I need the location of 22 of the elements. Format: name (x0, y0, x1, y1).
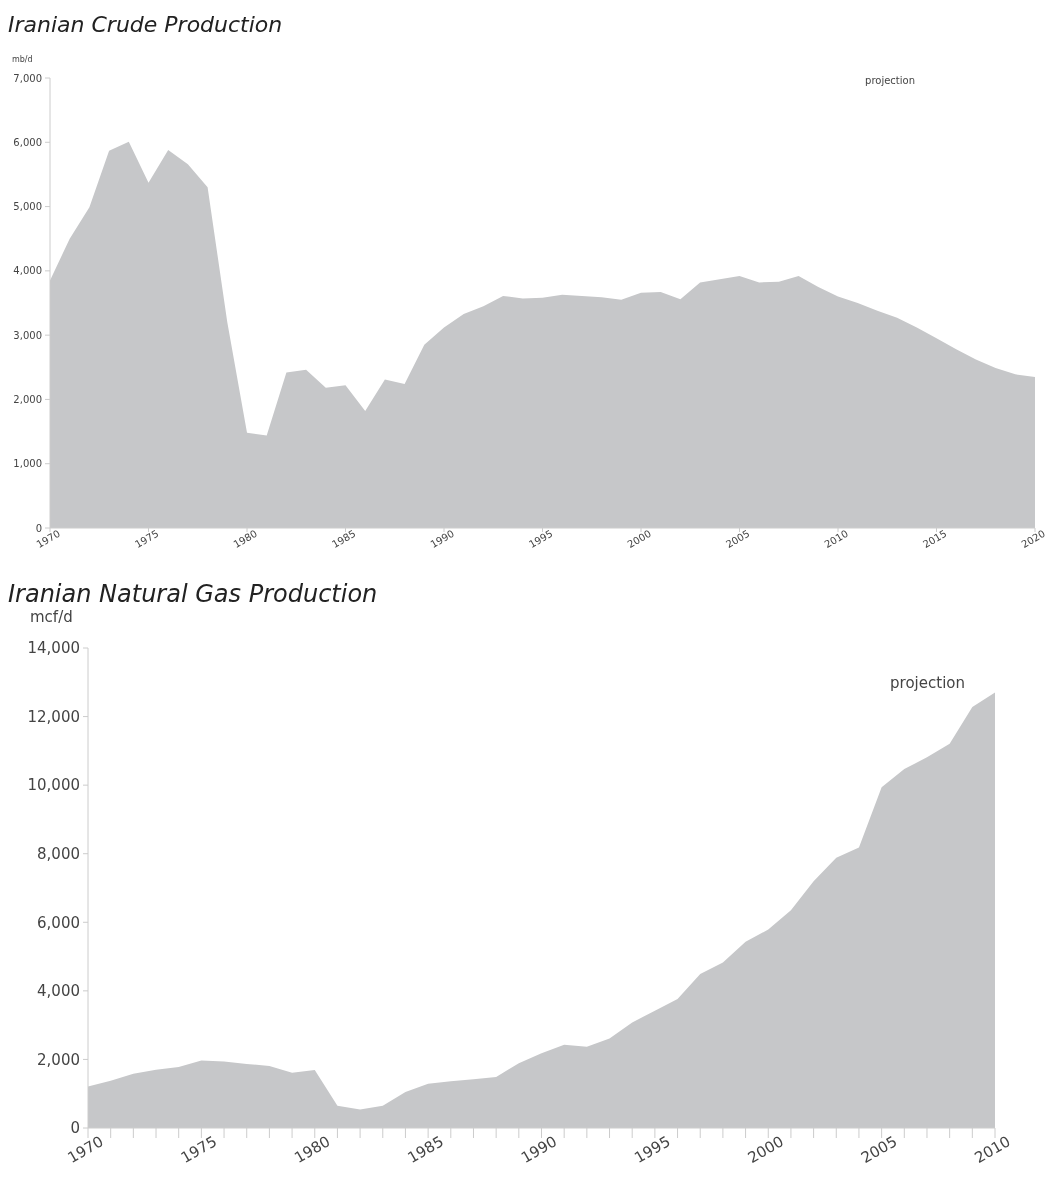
y-tick-label: 8,000 (37, 844, 80, 863)
y-tick-label: 10,000 (27, 776, 80, 795)
y-tick-label: 0 (70, 1119, 80, 1138)
annotation: projection (890, 674, 965, 692)
y-tick-label: 1,000 (13, 458, 42, 470)
y-tick-label: 6,000 (13, 136, 42, 148)
y-tick-label: 5,000 (13, 201, 42, 213)
y-tick-label: 3,000 (13, 329, 42, 341)
y-tick-label: 12,000 (27, 707, 80, 726)
y-tick-label: 2,000 (13, 393, 42, 405)
y-tick-label: 4,000 (37, 982, 80, 1001)
annotation: projection (865, 75, 915, 86)
chart-title: Iranian Crude Production (8, 12, 283, 37)
y-tick-label: 4,000 (13, 265, 42, 277)
chart-title: Iranian Natural Gas Production (8, 580, 378, 608)
y-tick-label: 6,000 (37, 913, 80, 932)
y-axis-title: mb/d (12, 55, 33, 64)
y-tick-label: 7,000 (13, 72, 42, 84)
y-tick-label: 0 (35, 522, 42, 534)
y-tick-label: 14,000 (27, 639, 80, 658)
y-axis-title: mcf/d (30, 608, 73, 626)
y-tick-label: 2,000 (37, 1050, 80, 1069)
